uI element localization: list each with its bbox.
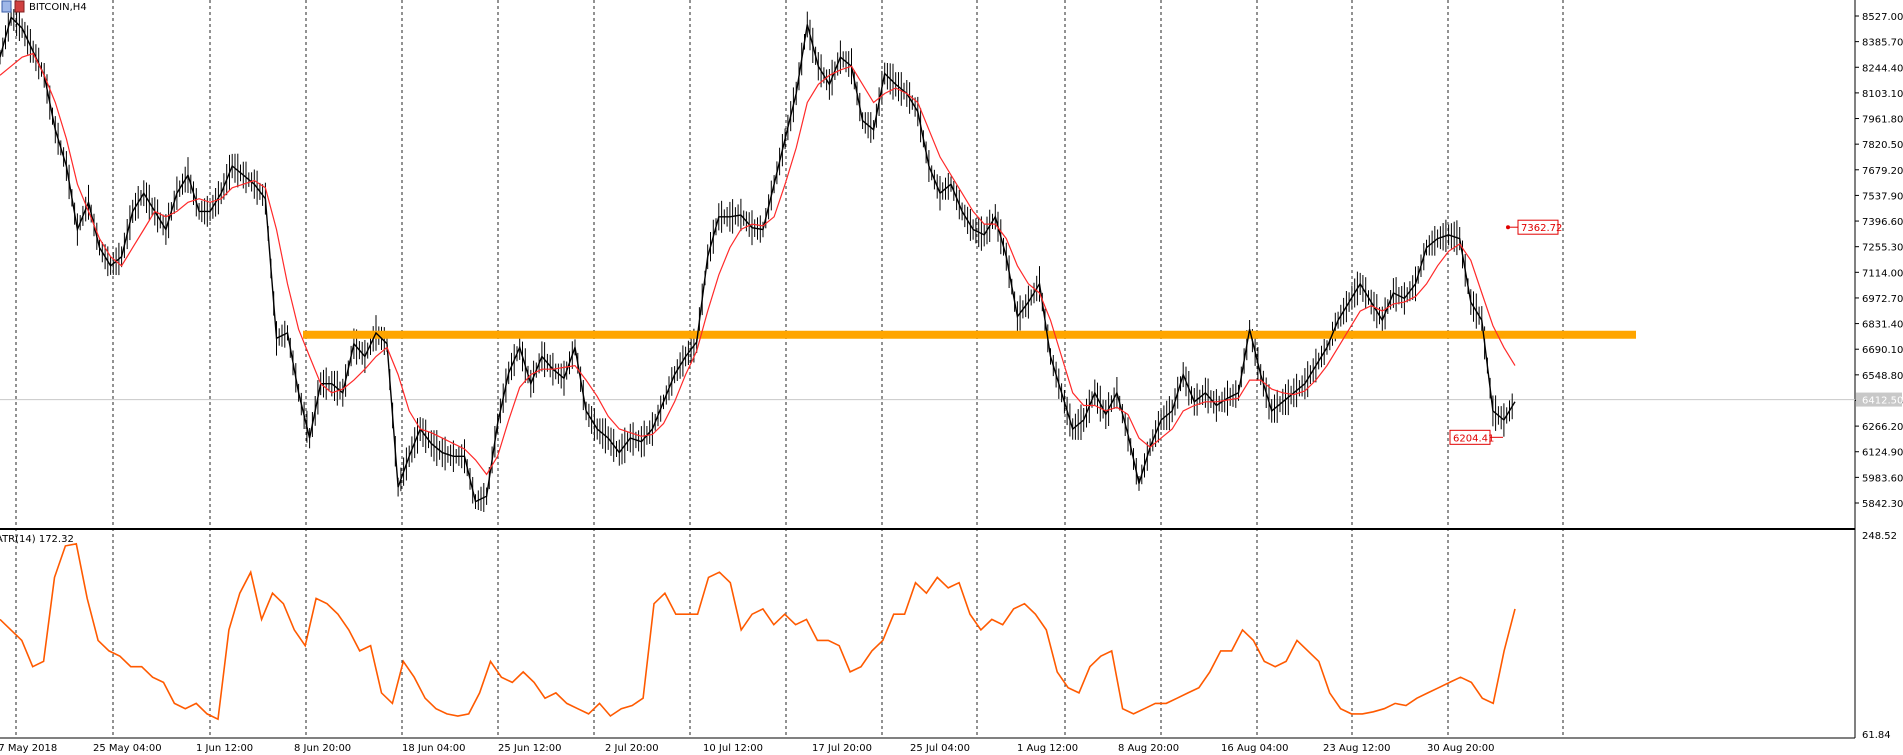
atr-tick-label: 61.84	[1862, 730, 1891, 741]
low-price-tag	[1449, 429, 1491, 445]
price-tick-label: 8244.40	[1862, 63, 1903, 74]
time-tick-label: 1 Jun 12:00	[196, 743, 253, 754]
price-tick-label: 6831.40	[1862, 320, 1903, 331]
price-tick-label: 6690.10	[1862, 345, 1903, 356]
price-tick-label: 6124.90	[1862, 448, 1903, 459]
vertical-grid	[15, 0, 1564, 738]
price-tick-label: 7961.80	[1862, 115, 1903, 126]
price-tags: 7362.72 6204.41	[1449, 219, 1562, 445]
time-tick-label: 16 Aug 04:00	[1221, 743, 1288, 754]
time-tick-label: 18 Jun 04:00	[402, 743, 466, 754]
time-tick-label: 23 Aug 12:00	[1323, 743, 1390, 754]
symbol-title: BITCOIN,H4	[29, 2, 87, 13]
price-tick-label: 8527.00	[1862, 12, 1903, 23]
price-tick-label: 6548.80	[1862, 371, 1903, 382]
time-axis-labels: 17 May 2018 25 May 04:00 1 Jun 12:00 8 Jun …	[0, 743, 1494, 754]
time-tick-label: 25 Jul 04:00	[910, 743, 970, 754]
price-axis-labels: 8527.00 8385.70 8244.40 8103.10 7961.80 7820.…	[1855, 12, 1903, 510]
high-tag-dot	[1506, 225, 1510, 230]
price-tick-label: 7820.50	[1862, 140, 1903, 151]
price-tick-label: 5842.30	[1862, 499, 1903, 510]
price-tick-label: 5983.60	[1862, 473, 1903, 484]
price-tick-label: 7537.90	[1862, 191, 1903, 202]
atr-title: ATR(14) 172.32	[0, 534, 74, 545]
time-tick-label: 17 Jul 20:00	[812, 743, 872, 754]
time-tick-label: 2 Jul 20:00	[605, 743, 659, 754]
high-price-tag	[1517, 219, 1559, 235]
low-price-label: 6204.41	[1453, 433, 1494, 444]
price-tick-label: 7396.60	[1862, 217, 1903, 228]
price-tick-label: 7679.20	[1862, 166, 1903, 177]
time-tick-label: 10 Jul 12:00	[703, 743, 763, 754]
time-tick-label: 17 May 2018	[0, 743, 57, 754]
time-tick-label: 8 Jun 20:00	[294, 743, 351, 754]
price-tick-label: 8385.70	[1862, 38, 1903, 49]
price-tick-label: 7114.00	[1862, 268, 1903, 279]
current-price-tag	[1856, 392, 1902, 407]
time-tick-label: 8 Aug 20:00	[1118, 743, 1179, 754]
time-tick-label: 25 May 04:00	[93, 743, 162, 754]
chart-window-icon	[1, 0, 12, 13]
moving-average-line	[0, 52, 1516, 476]
time-tick-label: 25 Jun 12:00	[498, 743, 562, 754]
current-price-label: 6412.50	[1862, 396, 1903, 407]
high-price-label: 7362.72	[1521, 223, 1562, 234]
price-close-line	[0, 15, 1516, 503]
atr-line	[0, 542, 1516, 721]
symbol-icon	[14, 0, 25, 13]
atr-tick-label: 248.52	[1862, 531, 1897, 542]
price-tick-label: 8103.10	[1862, 89, 1903, 100]
price-tick-label: 6972.70	[1862, 294, 1903, 305]
time-tick-label: 30 Aug 20:00	[1427, 743, 1494, 754]
price-tick-label: 6266.20	[1862, 422, 1903, 433]
atr-axis-labels: 248.52 61.84	[1862, 531, 1897, 741]
price-tick-label: 7255.30	[1862, 243, 1903, 254]
time-tick-label: 1 Aug 12:00	[1017, 743, 1078, 754]
